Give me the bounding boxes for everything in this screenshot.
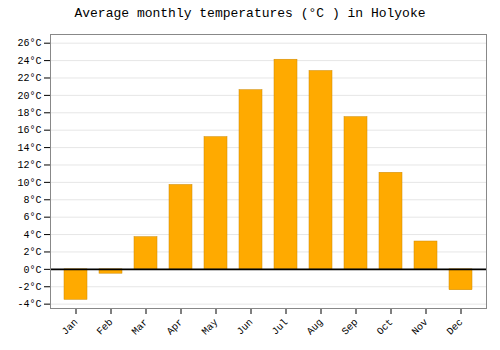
svg-text:Apr: Apr bbox=[165, 317, 186, 338]
svg-text:16°C: 16°C bbox=[17, 125, 41, 136]
svg-text:-2°C: -2°C bbox=[17, 282, 41, 293]
svg-text:Aug: Aug bbox=[305, 317, 326, 338]
svg-text:26°C: 26°C bbox=[17, 38, 41, 49]
svg-text:-4°C: -4°C bbox=[17, 299, 41, 310]
svg-text:6°C: 6°C bbox=[23, 212, 41, 223]
svg-text:Mar: Mar bbox=[130, 317, 151, 338]
svg-text:18°C: 18°C bbox=[17, 108, 41, 119]
svg-text:4°C: 4°C bbox=[23, 230, 41, 241]
svg-text:8°C: 8°C bbox=[23, 195, 41, 206]
svg-text:Feb: Feb bbox=[95, 317, 116, 338]
svg-text:14°C: 14°C bbox=[17, 143, 41, 154]
svg-text:2°C: 2°C bbox=[23, 247, 41, 258]
svg-text:10°C: 10°C bbox=[17, 178, 41, 189]
html-text:Average monthly temperatures (: Average monthly temperatures (°C ) in Ho… bbox=[74, 6, 426, 21]
svg-text:Jul: Jul bbox=[270, 317, 291, 338]
svg-text:May: May bbox=[200, 317, 221, 338]
svg-text:Jun: Jun bbox=[235, 317, 256, 338]
svg-text:20°C: 20°C bbox=[17, 91, 41, 102]
svg-text:0°C: 0°C bbox=[23, 265, 41, 276]
svg-text:12°C: 12°C bbox=[17, 160, 41, 171]
svg-text:Sep: Sep bbox=[340, 317, 361, 338]
svg-text:Jan: Jan bbox=[60, 317, 81, 338]
svg-text:Dec: Dec bbox=[445, 317, 466, 338]
svg-text:24°C: 24°C bbox=[17, 56, 41, 67]
svg-text:Oct: Oct bbox=[375, 317, 396, 338]
svg-text:Nov: Nov bbox=[410, 317, 431, 338]
svg-text:22°C: 22°C bbox=[17, 73, 41, 84]
